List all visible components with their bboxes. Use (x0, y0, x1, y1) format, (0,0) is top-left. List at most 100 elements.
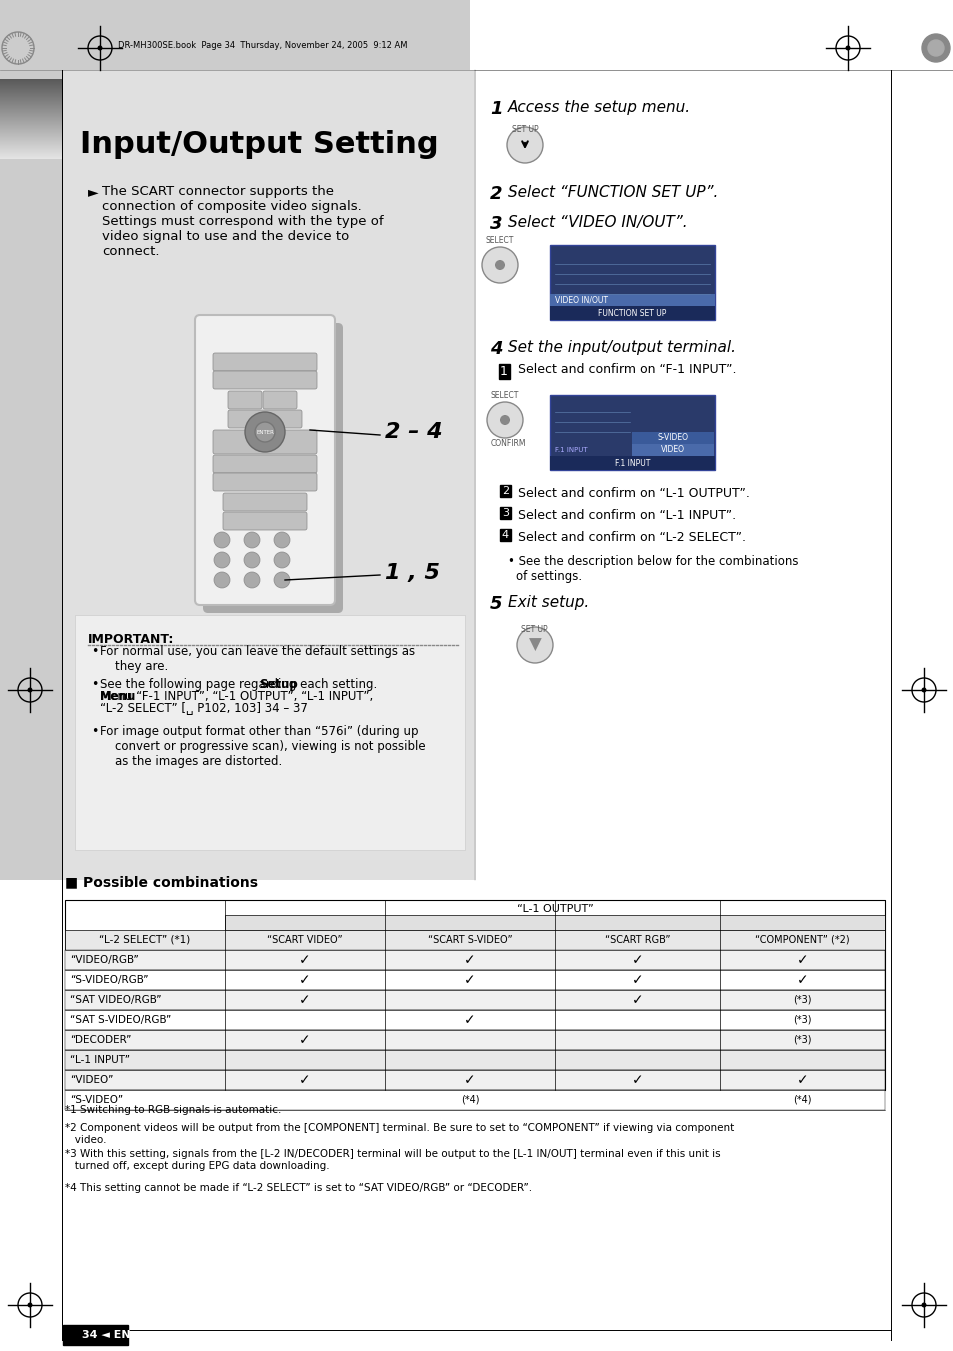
Text: Select “FUNCTION SET UP”.: Select “FUNCTION SET UP”. (507, 185, 718, 200)
Circle shape (481, 247, 517, 282)
Text: ✓: ✓ (299, 993, 311, 1006)
Text: “L-1 OUTPUT”: “L-1 OUTPUT” (517, 904, 593, 915)
Text: 3: 3 (501, 508, 509, 517)
Circle shape (97, 46, 102, 50)
Circle shape (274, 553, 290, 567)
Text: “S-VIDEO/RGB”: “S-VIDEO/RGB” (70, 975, 149, 985)
Bar (63, 1325, 128, 1346)
Text: “DECODER”: “DECODER” (70, 1035, 132, 1046)
Circle shape (495, 259, 504, 270)
Bar (631, 444, 713, 457)
Text: *1 Switching to RGB signals is automatic.: *1 Switching to RGB signals is automatic… (65, 1105, 281, 1115)
Bar (65, 900, 884, 1090)
Text: “SAT VIDEO/RGB”: “SAT VIDEO/RGB” (70, 994, 161, 1005)
FancyBboxPatch shape (263, 390, 296, 409)
Circle shape (927, 41, 943, 55)
Text: (*3): (*3) (792, 1035, 811, 1046)
Text: SET UP: SET UP (520, 626, 547, 634)
Text: F.1 INPUT: F.1 INPUT (614, 458, 650, 467)
Text: “SCART VIDEO”: “SCART VIDEO” (267, 935, 342, 944)
FancyBboxPatch shape (203, 323, 343, 613)
Text: CONFIRM: CONFIRM (491, 439, 526, 449)
FancyBboxPatch shape (228, 390, 262, 409)
Circle shape (486, 403, 522, 438)
Circle shape (244, 553, 260, 567)
Text: Select “VIDEO IN/OUT”.: Select “VIDEO IN/OUT”. (507, 215, 687, 230)
Circle shape (244, 571, 260, 588)
Bar (65, 1090, 884, 1111)
Bar (550, 305, 714, 320)
Bar (550, 457, 714, 470)
Text: See the following page regarding each setting.: See the following page regarding each se… (100, 678, 380, 690)
Text: Exit setup.: Exit setup. (507, 594, 589, 611)
Text: 4: 4 (501, 530, 509, 540)
Text: (*4): (*4) (792, 1096, 811, 1105)
Text: ✓: ✓ (464, 973, 476, 988)
Bar (63, 70, 474, 880)
Circle shape (921, 34, 949, 62)
Circle shape (244, 532, 260, 549)
Text: 1 , 5: 1 , 5 (385, 563, 439, 584)
Text: ✓: ✓ (299, 952, 311, 967)
Text: SET UP: SET UP (512, 126, 538, 134)
Text: ✓: ✓ (796, 973, 807, 988)
Text: 1: 1 (499, 365, 507, 378)
FancyBboxPatch shape (213, 372, 316, 389)
FancyBboxPatch shape (223, 493, 307, 511)
Text: 34 ◄ EN: 34 ◄ EN (82, 1329, 131, 1340)
Bar (225, 915, 884, 929)
Text: “SCART S-VIDEO”: “SCART S-VIDEO” (427, 935, 512, 944)
Text: Select and confirm on “F-1 INPUT”.: Select and confirm on “F-1 INPUT”. (517, 363, 736, 376)
Bar (65, 929, 884, 950)
Bar (65, 1011, 884, 1029)
Text: SELECT: SELECT (485, 236, 514, 245)
Text: “SCART RGB”: “SCART RGB” (604, 935, 670, 944)
Circle shape (506, 127, 542, 163)
FancyBboxPatch shape (499, 485, 511, 497)
Text: Set the input/output terminal.: Set the input/output terminal. (507, 340, 735, 355)
Bar (65, 990, 884, 1011)
Text: “SAT S-VIDEO/RGB”: “SAT S-VIDEO/RGB” (70, 1015, 172, 1025)
Text: Menu: Menu (100, 690, 136, 704)
Text: Menu “F-1 INPUT”, “L-1 OUTPUT”, “L-1 INPUT”,: Menu “F-1 INPUT”, “L-1 OUTPUT”, “L-1 INP… (100, 690, 373, 703)
Text: SELECT: SELECT (491, 390, 518, 400)
Text: VIDEO: VIDEO (660, 446, 684, 454)
Text: FUNCTION SET UP: FUNCTION SET UP (598, 308, 666, 317)
Text: For image output format other than “576i” (during up
    convert or progressive : For image output format other than “576i… (100, 725, 425, 767)
Bar (65, 950, 884, 970)
Text: 2 – 4: 2 – 4 (385, 422, 442, 442)
Text: *2 Component videos will be output from the [COMPONENT] terminal. Be sure to set: *2 Component videos will be output from … (65, 1123, 734, 1144)
Text: ▼: ▼ (528, 636, 540, 654)
Text: ✓: ✓ (796, 1073, 807, 1088)
Text: F.1 INPUT: F.1 INPUT (555, 447, 587, 453)
FancyBboxPatch shape (213, 455, 316, 473)
FancyBboxPatch shape (213, 430, 316, 454)
Text: S-VIDEO: S-VIDEO (657, 434, 688, 443)
Circle shape (921, 1302, 925, 1308)
Text: *4 This setting cannot be made if “L-2 SELECT” is set to “SAT VIDEO/RGB” or “DEC: *4 This setting cannot be made if “L-2 S… (65, 1183, 532, 1193)
Circle shape (274, 532, 290, 549)
FancyBboxPatch shape (499, 507, 511, 519)
Circle shape (274, 571, 290, 588)
Text: Select and confirm on “L-2 SELECT”.: Select and confirm on “L-2 SELECT”. (517, 531, 745, 544)
Text: For normal use, you can leave the default settings as
    they are.: For normal use, you can leave the defaul… (100, 644, 415, 673)
Text: *3 With this setting, signals from the [L-2 IN/DECODER] terminal will be output : *3 With this setting, signals from the [… (65, 1148, 720, 1170)
Text: ✓: ✓ (464, 952, 476, 967)
Text: ENTER: ENTER (255, 430, 274, 435)
Text: 3: 3 (490, 215, 502, 232)
Text: Input/Output Setting: Input/Output Setting (80, 130, 438, 159)
Text: ✓: ✓ (464, 1013, 476, 1027)
Bar (631, 432, 713, 444)
Text: “L-2 SELECT” [␣ P102, 103] 34 – 37: “L-2 SELECT” [␣ P102, 103] 34 – 37 (100, 703, 308, 715)
Text: “S-VIDEO”: “S-VIDEO” (70, 1096, 123, 1105)
Text: ✓: ✓ (631, 1073, 642, 1088)
Text: Setup: Setup (258, 678, 297, 690)
FancyBboxPatch shape (499, 530, 511, 540)
Text: ✓: ✓ (299, 973, 311, 988)
Text: ►: ► (88, 185, 98, 199)
FancyBboxPatch shape (228, 409, 302, 428)
Text: The SCART connector supports the
connection of composite video signals.
Settings: The SCART connector supports the connect… (102, 185, 383, 258)
Text: 2: 2 (501, 486, 509, 496)
Text: 1: 1 (499, 365, 508, 378)
Text: ✓: ✓ (631, 952, 642, 967)
